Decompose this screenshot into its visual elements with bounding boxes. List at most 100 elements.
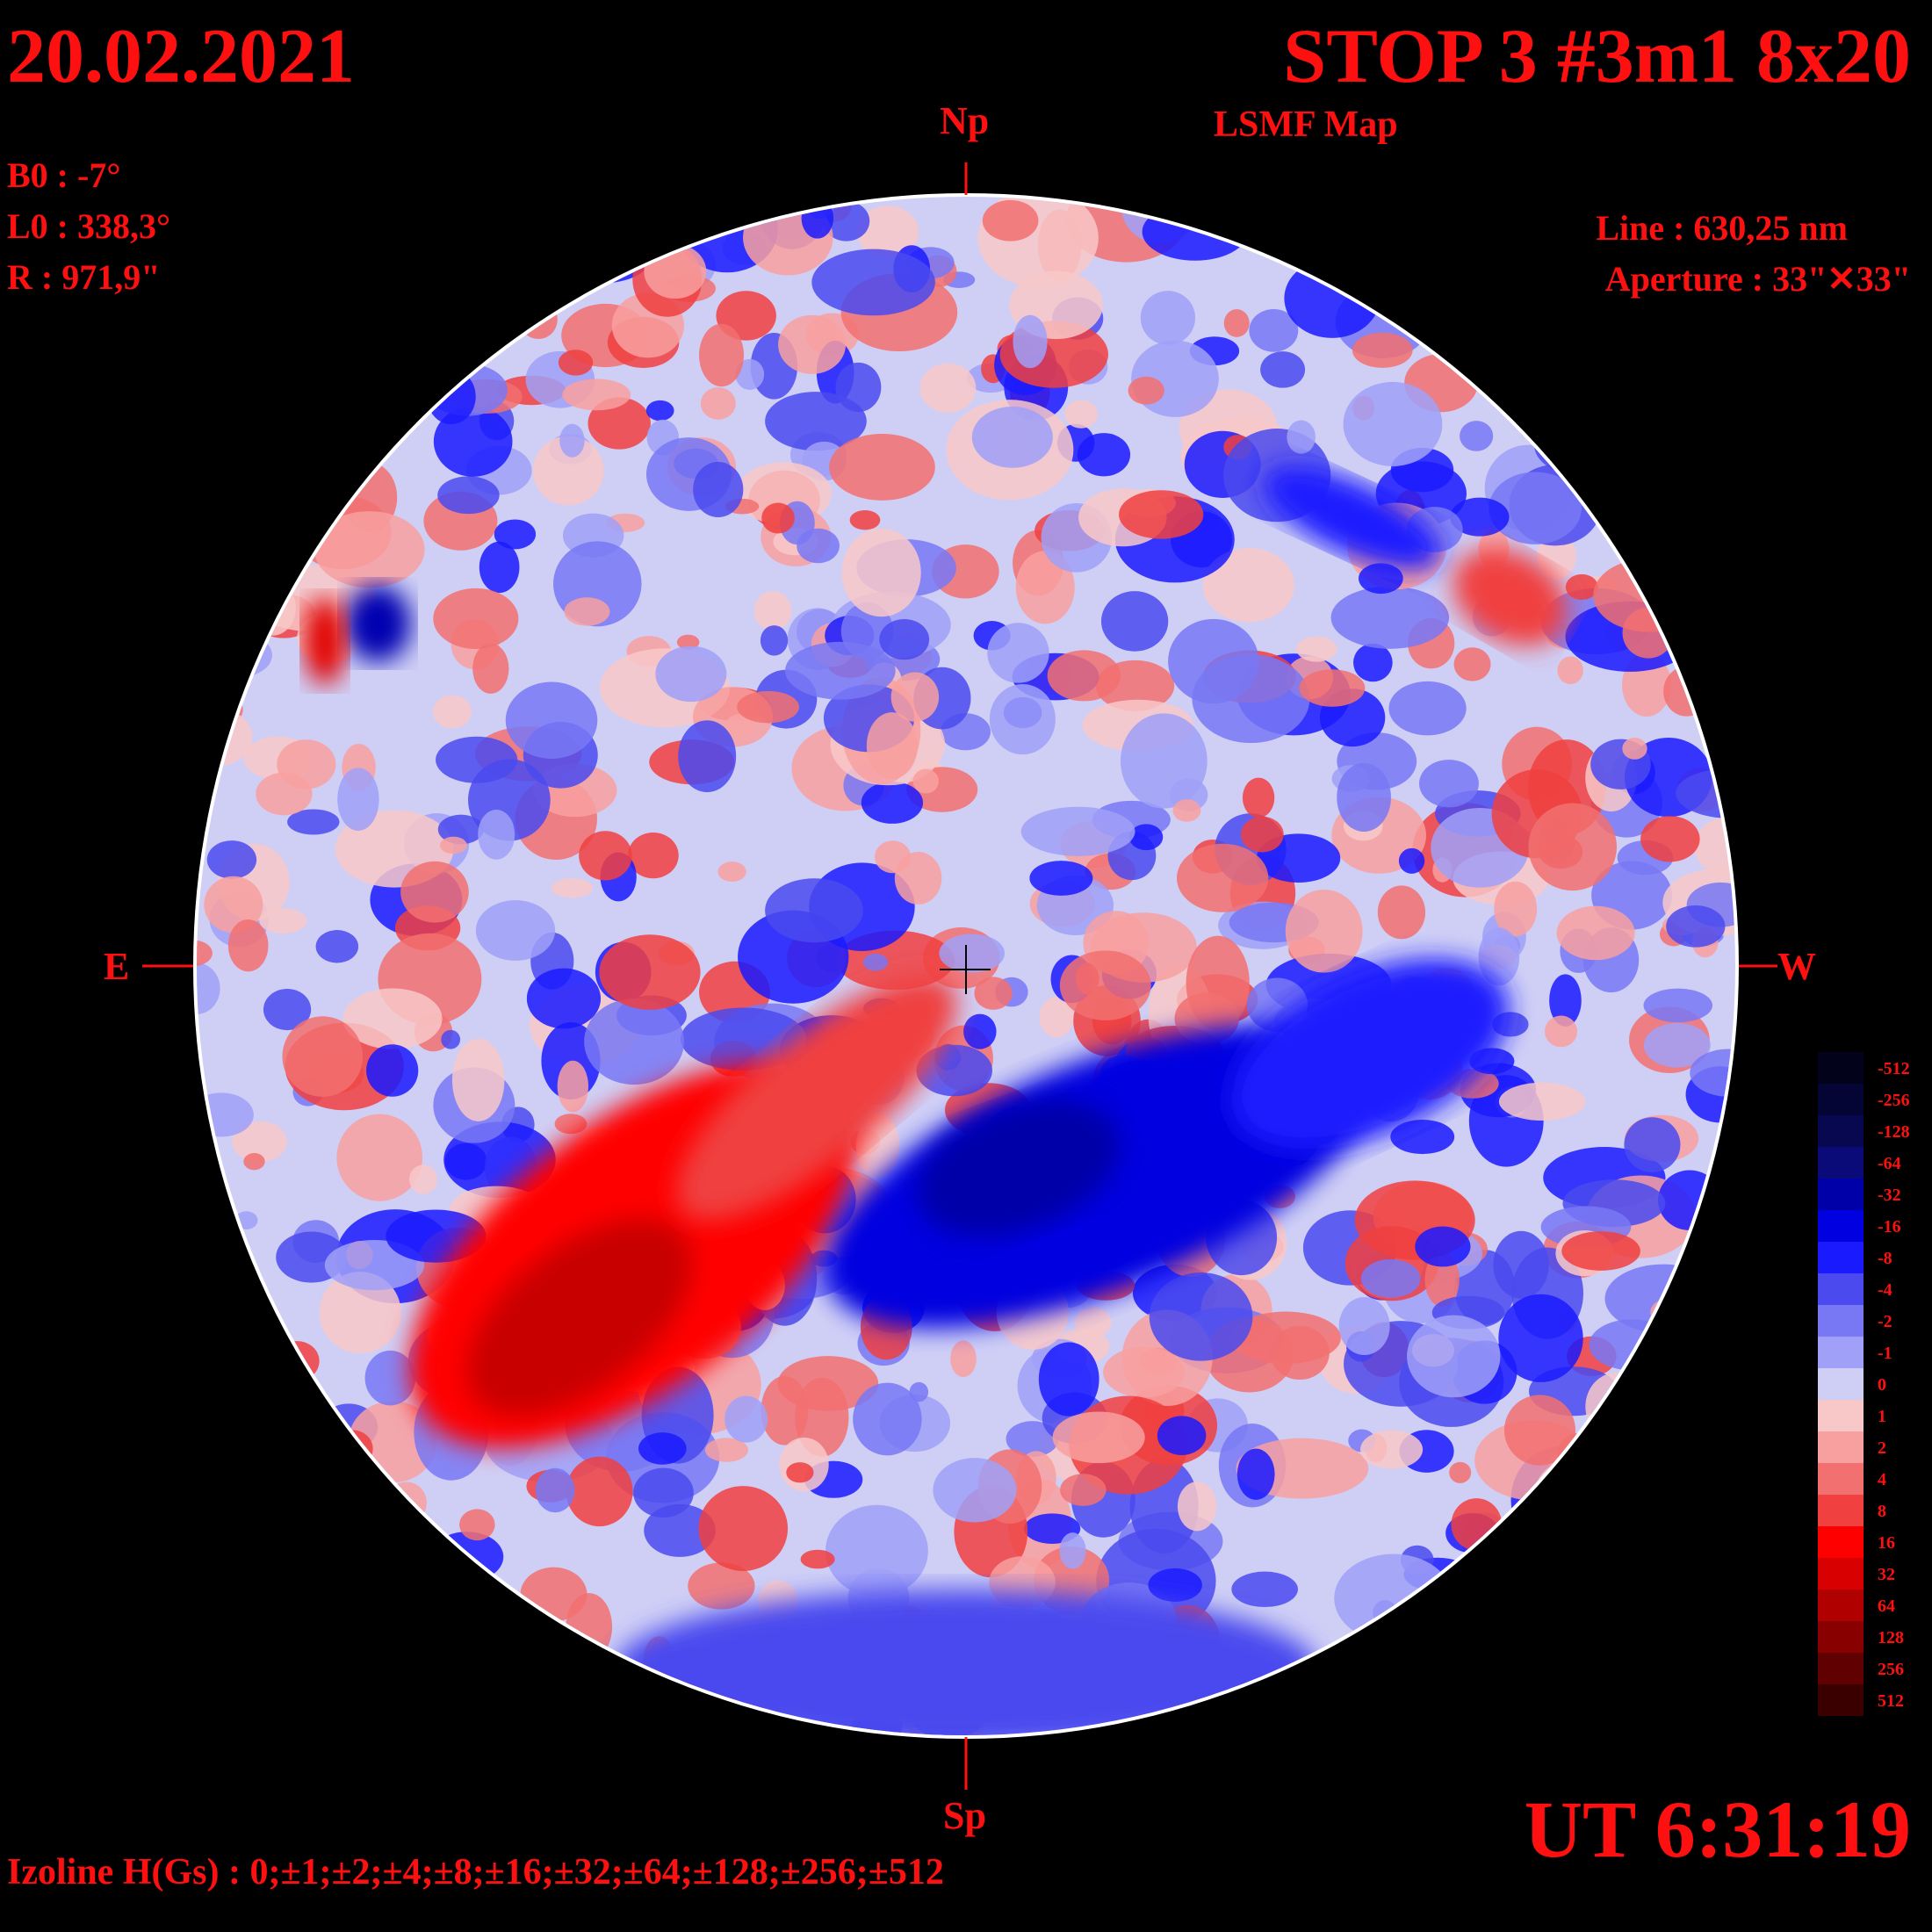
positive-polarity-patch [565, 219, 630, 260]
legend-swatch [1818, 1147, 1864, 1179]
legend-swatch [1818, 1495, 1864, 1526]
negative-polarity-patch [341, 249, 388, 327]
positive-polarity-patch [1287, 197, 1338, 223]
negative-polarity-patch [197, 1596, 222, 1637]
negative-polarity-patch [431, 327, 480, 363]
negative-polarity-patch [939, 934, 1006, 973]
positive-polarity-patch [409, 1164, 437, 1194]
legend-label: -16 [1878, 1217, 1901, 1236]
negative-polarity-patch [1568, 1577, 1637, 1618]
negative-polarity-patch [879, 619, 930, 660]
positive-polarity-patch [1556, 905, 1635, 961]
north-pole-label: Np [940, 99, 990, 142]
negative-polarity-patch [862, 953, 889, 971]
legend-label: 8 [1878, 1502, 1886, 1521]
negative-polarity-patch [1236, 1448, 1275, 1500]
legend-label: 64 [1878, 1597, 1895, 1616]
legend-label: 32 [1878, 1565, 1895, 1584]
positive-polarity-patch [1622, 738, 1647, 760]
positive-polarity-patch [919, 363, 977, 413]
negative-polarity-patch [1638, 1681, 1735, 1735]
negative-polarity-patch [989, 683, 1056, 755]
positive-polarity-patch [1299, 669, 1366, 707]
compass-ticks [142, 162, 1777, 1790]
negative-polarity-patch [505, 681, 598, 759]
negative-polarity-patch [1633, 477, 1676, 503]
positive-polarity-patch [761, 502, 795, 534]
negative-polarity-patch [263, 989, 312, 1031]
negative-polarity-patch [535, 1467, 575, 1513]
legend-label: -1 [1878, 1344, 1892, 1363]
legend-swatch [1818, 1210, 1864, 1242]
positive-polarity-patch [1469, 1648, 1561, 1712]
positive-polarity-patch [1611, 1546, 1685, 1607]
positive-polarity-patch [1377, 885, 1426, 940]
positive-polarity-patch [1546, 1528, 1588, 1553]
negative-polarity-patch [1343, 381, 1443, 466]
positive-polarity-patch [386, 342, 425, 372]
negative-polarity-patch [1534, 1568, 1589, 1625]
negative-polarity-patch [205, 352, 239, 391]
negative-polarity-patch [197, 1338, 234, 1397]
negative-polarity-patch [1539, 241, 1590, 284]
positive-polarity-patch [1683, 382, 1735, 472]
positive-polarity-patch [717, 861, 746, 883]
legend-label: -4 [1878, 1280, 1892, 1300]
negative-polarity-patch [1353, 643, 1393, 682]
positive-polarity-patch [218, 1589, 319, 1656]
positive-polarity-patch [1604, 1698, 1659, 1735]
positive-polarity-patch [1544, 1015, 1578, 1048]
negative-polarity-patch [1560, 1471, 1607, 1510]
positive-polarity-patch [1531, 1575, 1560, 1597]
positive-polarity-patch [1623, 1357, 1698, 1410]
positive-polarity-patch [866, 712, 918, 780]
legend-label: -32 [1878, 1186, 1901, 1205]
negative-polarity-patch [1260, 351, 1306, 388]
negative-polarity-patch [220, 304, 258, 335]
positive-polarity-patch [236, 295, 261, 320]
negative-polarity-patch [1510, 1514, 1597, 1593]
positive-polarity-patch [1242, 777, 1275, 818]
legend-swatch [1818, 1400, 1864, 1431]
positive-polarity-patch [1176, 843, 1269, 912]
polarity-region [676, 975, 957, 1221]
positive-polarity-patch [217, 454, 244, 485]
positive-polarity-patch [1424, 1252, 1460, 1308]
negative-polarity-patch [1661, 546, 1698, 585]
negative-polarity-patch [645, 400, 674, 422]
positive-polarity-patch [1524, 1510, 1571, 1541]
positive-polarity-patch [1453, 647, 1491, 681]
negative-polarity-patch [288, 431, 335, 479]
negative-polarity-patch [1645, 1662, 1702, 1731]
positive-polarity-patch [1449, 1461, 1472, 1483]
negative-polarity-patch [1503, 197, 1552, 227]
positive-polarity-patch [700, 387, 736, 420]
negative-polarity-patch [1337, 762, 1391, 833]
legend-swatch [1818, 1463, 1864, 1495]
negative-polarity-patch [638, 1432, 687, 1465]
south-pole-label: Sp [943, 1794, 986, 1837]
negative-polarity-patch [1415, 1226, 1471, 1267]
negative-polarity-patch [1369, 197, 1481, 250]
positive-polarity-patch [1681, 312, 1734, 384]
positive-polarity-patch [1119, 490, 1204, 539]
negative-polarity-patch [1634, 1345, 1702, 1406]
positive-polarity-patch [1074, 1307, 1112, 1337]
negative-polarity-patch [797, 528, 840, 564]
legend-swatch [1818, 1684, 1864, 1716]
negative-polarity-patch [1006, 1421, 1059, 1457]
positive-polarity-patch [856, 205, 919, 258]
positive-polarity-patch [1296, 636, 1337, 662]
positive-polarity-patch [704, 1438, 748, 1462]
negative-polarity-patch [249, 1559, 297, 1608]
positive-polarity-patch [800, 1549, 835, 1569]
positive-polarity-patch [1047, 650, 1121, 702]
negative-polarity-patch [811, 249, 935, 316]
negative-polarity-patch [1508, 371, 1581, 426]
legend-swatch [1818, 1242, 1864, 1273]
negative-polarity-patch [197, 962, 220, 1014]
polarity-region [1230, 958, 1510, 1150]
positive-polarity-patch [912, 768, 939, 794]
positive-polarity-patch [1606, 1646, 1705, 1701]
positive-polarity-patch [1230, 1311, 1341, 1364]
